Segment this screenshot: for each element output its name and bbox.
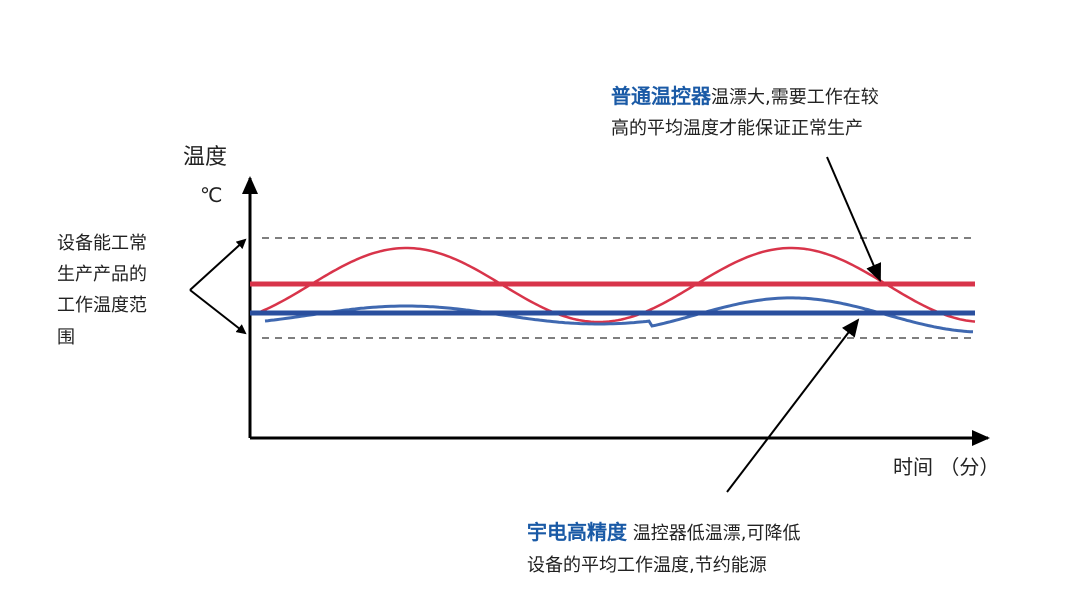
callout-text: 温控器低温漂,可降低: [627, 523, 800, 544]
callout-arrow: [726, 318, 860, 493]
precision-controller-curve: [264, 296, 974, 334]
callout-text: 设备的平均工作温度,节约能源: [527, 555, 767, 576]
callout-line: 普通温控器温漂大,需要工作在较: [611, 84, 879, 108]
callout-highlight: 宇电高精度: [527, 520, 628, 544]
range-arrow: [189, 238, 247, 291]
callout-text: 高的平均温度才能保证正常生产: [611, 118, 863, 139]
range-note: 设备能工常: [57, 233, 147, 254]
range-arrow: [189, 289, 247, 335]
range-note: 生产产品的: [57, 264, 147, 285]
range-note: 围: [57, 327, 75, 348]
y-axis-unit: ℃: [200, 183, 222, 207]
x-axis-label: 时间 （分）: [893, 455, 999, 479]
y-axis-label: 温度: [183, 145, 227, 170]
callout-arrow: [826, 156, 882, 282]
callout-highlight: 普通温控器: [611, 84, 712, 108]
range-note: 工作温度范: [57, 295, 147, 316]
normal-controller-curve: [257, 246, 976, 324]
callout-line: 宇电高精度 温控器低温漂,可降低: [527, 520, 800, 544]
callout-text: 温漂大,需要工作在较: [711, 87, 879, 108]
